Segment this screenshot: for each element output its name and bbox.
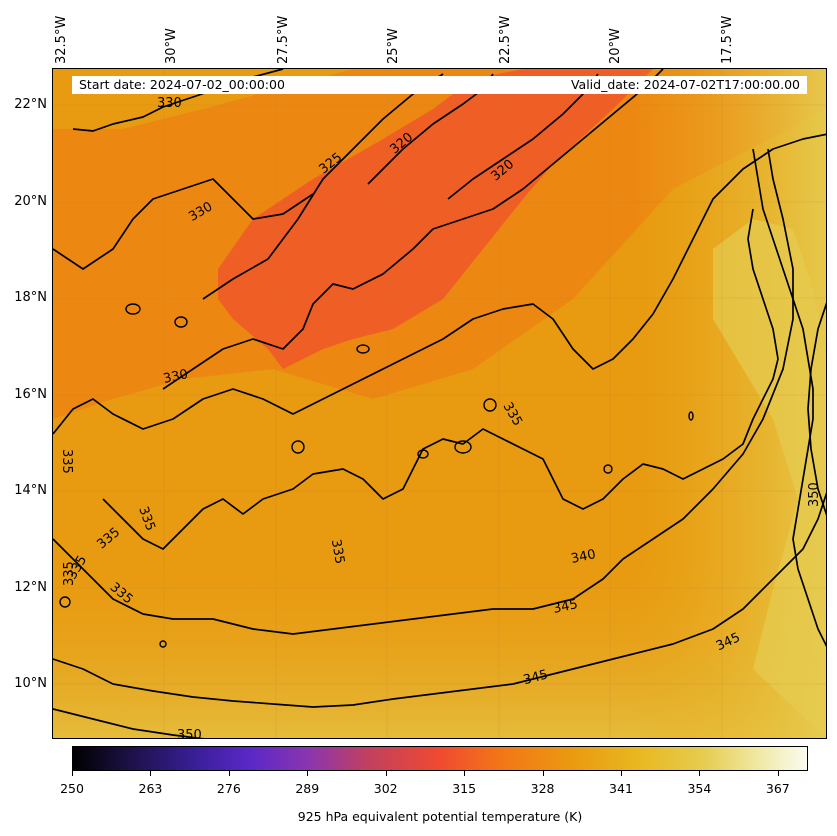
colorbar-tick-mark [542,771,544,776]
colorbar-tick-label: 315 [452,781,477,796]
colorbar-label: 925 hPa equivalent potential temperature… [297,809,583,824]
lon-label-17-5w: 17.5°W [720,15,735,64]
contour-label: 335 [62,561,77,586]
colorbar-tick-mark [307,771,309,776]
coastline [752,148,826,647]
colorbar-tick-label: 302 [373,781,398,796]
lon-label-20w: 20°W [608,28,623,64]
map-field-svg: 330 325 320 320 330 330 335 335 335 335 … [53,69,826,739]
contour-335-west [53,133,826,435]
contour-330-central [162,69,664,390]
map-gridlines [53,69,826,738]
colorbar-tick-mark [385,771,387,776]
colorbar-tick-mark [777,771,779,776]
contour-islands [59,303,694,648]
lat-label-20n: 20°N [14,194,47,209]
lat-label-16n: 16°N [14,387,47,402]
colorbar-tick-mark [228,771,230,776]
colorbar-tick-mark [699,771,701,776]
contour-lines [53,69,826,738]
colorbar-tick-mark [620,771,622,776]
colorbar-tick-mark [464,771,466,776]
lon-label-27-5w: 27.5°W [276,15,291,64]
colorbar [72,746,808,771]
colorbar-tick-label: 367 [765,781,790,796]
colorbar-tick-label: 341 [609,781,633,796]
lat-label-22n: 22°N [14,97,47,112]
colorbar-tick-label: 328 [530,781,555,796]
lat-label-10n: 10°N [14,676,47,691]
lat-label-12n: 12°N [14,580,47,595]
lon-label-32-5w: 32.5°W [54,15,69,64]
contour-350 [807,302,826,516]
contour-345-bottom [53,708,204,738]
field-coast-high [713,219,826,738]
colorbar-tick-label: 289 [295,781,320,796]
contour-340 [53,148,794,635]
lon-label-30w: 30°W [164,28,179,64]
valid-date-text: Valid_date: 2024-07-02T17:00:00.00 [570,77,800,92]
colorbar-tick-label: 263 [138,781,163,796]
contour-label: 345 [522,667,550,688]
lon-label-22-5w: 22.5°W [498,15,513,64]
contour-325 [202,73,444,300]
contour-330-mid [53,178,314,270]
contour-label: 330 [157,96,182,111]
contour-label: 350 [807,482,822,507]
start-date-text: Start date: 2024-07-02_00:00:00 [79,77,285,92]
colorbar-tick-mark [72,771,73,776]
lat-label-14n: 14°N [14,483,47,498]
contour-label: 335 [59,449,74,474]
colorbar-tick-label: 250 [60,781,84,796]
contour-label: 340 [570,547,597,567]
date-info-box: Start date: 2024-07-02_00:00:00 Valid_da… [72,76,807,94]
contour-335-inner [102,208,779,550]
map-plot-area: 330 325 320 320 330 330 335 335 335 335 … [52,68,827,739]
field-east-warm [53,69,826,738]
lon-label-25w: 25°W [386,28,401,64]
contour-345-south [53,492,826,708]
contour-label: 330 [162,367,189,387]
colorbar-tick-label: 276 [216,781,241,796]
contour-label: 350 [177,728,202,739]
contour-label: 335 [328,538,347,565]
contour-label: 345 [552,597,579,617]
colorbar-tick-label: 354 [687,781,712,796]
contour-320-b [447,73,599,200]
colorbar-tick-mark [150,771,152,776]
lat-label-18n: 18°N [14,290,47,305]
